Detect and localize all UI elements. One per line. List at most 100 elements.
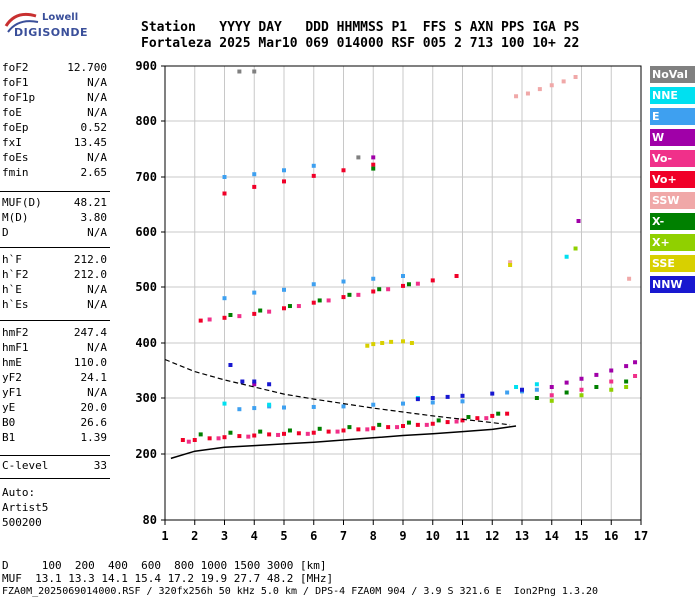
data-point-vo (341, 428, 346, 433)
param-value: 212.0 (73, 268, 107, 281)
param-value: 13.45 (73, 136, 107, 149)
legend-item-x: X+ (650, 234, 695, 251)
param-name: foEp (2, 121, 29, 134)
param-row: B0 26.6 (2, 415, 107, 430)
param-value: 1.39 (80, 431, 108, 444)
param-value: 20.0 (80, 401, 108, 414)
data-point-vo (460, 418, 465, 423)
data-point-nnw (460, 393, 465, 398)
data-point-e (341, 279, 346, 284)
data-point-vo (335, 429, 340, 434)
data-point-x (579, 393, 584, 398)
x-tick-label: 8 (370, 529, 377, 543)
x-tick-label: 4 (251, 529, 258, 543)
data-point-x (377, 422, 382, 427)
data-point-w (609, 368, 614, 373)
x-tick-label: 12 (485, 529, 499, 543)
data-point-x (609, 387, 614, 392)
data-point-vo (267, 309, 272, 314)
x-tick-label: 17 (634, 529, 648, 543)
data-point-x (287, 428, 292, 433)
param-name: foE (2, 106, 22, 119)
param-row: hmE 110.0 (2, 355, 107, 370)
param-row: foF2 12.700 (2, 60, 107, 75)
logo-swoosh-icon (4, 12, 39, 33)
data-point-x (347, 292, 352, 297)
param-separator (0, 191, 110, 192)
data-point-sse (371, 342, 376, 347)
data-point-nnw (520, 387, 524, 392)
param-value: N/A (87, 226, 107, 239)
data-point-vo (305, 431, 310, 436)
data-point-sse (365, 343, 370, 348)
data-point-vo (609, 379, 614, 384)
data-point-w (252, 382, 257, 387)
param-name: fxI (2, 136, 22, 149)
data-point-x (406, 420, 411, 425)
data-point-e (252, 172, 257, 177)
data-point-e (282, 287, 286, 292)
data-point-vo (454, 419, 459, 424)
param-name: foEs (2, 151, 29, 164)
y-tick-label: 80 (143, 513, 157, 527)
data-point-nnw (445, 394, 450, 399)
data-point-vo (216, 436, 221, 441)
data-point-vo (246, 434, 251, 439)
data-point-vo (296, 304, 301, 309)
param-name: hmF1 (2, 341, 29, 354)
data-point-vo (424, 422, 429, 427)
data-point-nne (564, 254, 569, 259)
data-point-x (228, 430, 233, 435)
legend-item-x: X- (650, 213, 695, 230)
data-point-x (594, 385, 599, 389)
data-point-x (496, 411, 501, 416)
data-point-x (406, 282, 411, 287)
data-point-vo (371, 162, 376, 167)
y-tick-label: 200 (135, 447, 157, 461)
x-tick-label: 11 (455, 529, 469, 543)
param-value: 12.700 (67, 61, 107, 74)
data-point-ssw (561, 79, 566, 84)
data-point-e (252, 290, 257, 295)
data-point-e (252, 406, 257, 411)
data-point-x (258, 308, 263, 313)
data-point-vo (252, 184, 257, 189)
footer-muf: MUF 13.1 13.3 14.1 15.4 17.2 19.9 27.7 4… (2, 572, 334, 585)
data-point-nnw (240, 379, 245, 384)
param-row: foF1 N/A (2, 75, 107, 90)
data-point-vo (475, 416, 480, 421)
data-point-x (624, 385, 629, 389)
data-point-vo (430, 421, 435, 426)
data-point-vo (386, 425, 391, 430)
data-point-e (534, 387, 539, 392)
data-point-ssw (549, 83, 554, 88)
y-tick-label: 800 (135, 114, 157, 128)
data-point-vo (282, 431, 286, 436)
data-point-sse (380, 341, 385, 345)
param-row: h`F2 212.0 (2, 267, 107, 282)
x-tick-label: 9 (399, 529, 406, 543)
x-tick-label: 5 (280, 529, 287, 543)
data-point-vo (267, 432, 272, 437)
data-point-w (633, 360, 638, 365)
data-point-vo (579, 387, 584, 392)
data-point-sse (508, 263, 513, 267)
data-point-x (436, 418, 441, 423)
data-point-vo (326, 429, 331, 434)
param-value: N/A (87, 298, 107, 311)
data-point-e (341, 404, 346, 409)
param-row: fxI 13.45 (2, 135, 107, 150)
param-value: 33 (93, 459, 107, 472)
data-point-vo (341, 295, 346, 300)
data-point-e (311, 282, 316, 287)
param-name: h`Es (2, 298, 29, 311)
param-value: 0.52 (80, 121, 108, 134)
data-point-x (534, 396, 539, 400)
param-value: 24.1 (80, 371, 108, 384)
data-point-vo (282, 179, 286, 184)
data-point-e (430, 400, 435, 405)
param-separator (0, 478, 110, 479)
x-tick-label: 6 (310, 529, 317, 543)
data-point-vo (180, 438, 185, 442)
param-value: 2.65 (80, 166, 108, 179)
